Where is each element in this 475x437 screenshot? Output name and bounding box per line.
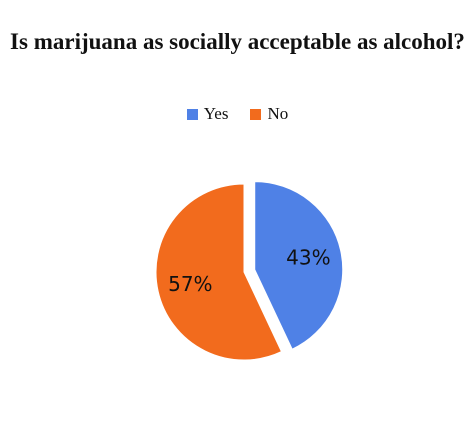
legend-label-no: No [267,104,289,123]
legend-swatch-yes [186,108,198,120]
pie-slice-yes [254,181,344,350]
data-label-no: 57% [168,272,212,296]
pie-slice-no [155,183,283,361]
legend-item-yes: Yes [186,104,229,124]
data-label-yes: 43% [286,246,330,270]
legend: Yes No [0,104,475,124]
legend-swatch-no [250,108,262,120]
legend-label-yes: Yes [203,104,229,123]
chart-title: Is marijuana as socially acceptable as a… [10,29,465,54]
legend-item-no: No [250,104,288,124]
